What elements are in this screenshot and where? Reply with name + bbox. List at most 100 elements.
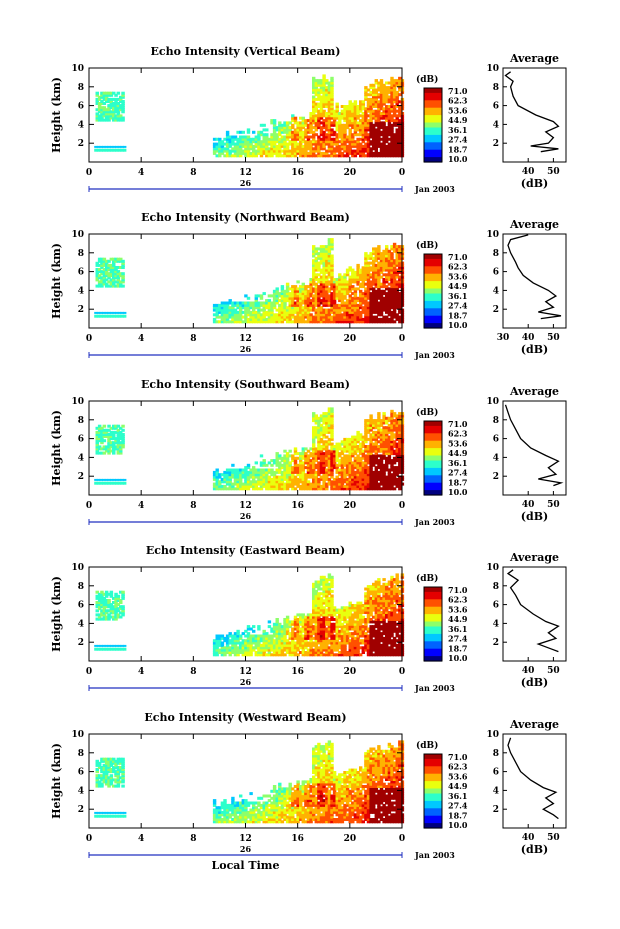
echo-cell	[340, 128, 345, 132]
echo-cell	[325, 95, 329, 99]
echo-cell	[225, 468, 230, 472]
echo-cell	[377, 249, 381, 253]
echo-cell	[374, 88, 378, 92]
echo-cell	[390, 475, 394, 479]
echo-cell	[322, 433, 326, 437]
echo-cell	[379, 423, 384, 427]
echo-cell	[314, 484, 318, 488]
echo-cell	[382, 280, 386, 284]
echo-cell	[102, 617, 107, 621]
echo-cell	[340, 477, 345, 481]
echo-cell	[249, 651, 253, 654]
echo-cell	[228, 468, 232, 472]
echo-cell	[338, 310, 342, 314]
echo-cell	[359, 303, 363, 307]
echo-cell	[249, 643, 253, 647]
echo-cell	[254, 461, 258, 465]
echo-cell	[372, 261, 376, 265]
echo-cell	[385, 266, 389, 270]
echo-cell	[366, 468, 371, 472]
echo-cell	[351, 463, 355, 467]
echo-cell	[338, 482, 342, 486]
echo-cell	[335, 454, 339, 458]
echo-cell	[348, 149, 352, 153]
echo-cell	[319, 268, 324, 272]
echo-cell	[387, 475, 392, 479]
echo-cell	[119, 272, 123, 276]
echo-cell	[343, 296, 347, 300]
echo-cell	[392, 142, 397, 146]
echo-cell	[369, 93, 373, 97]
echo-cell	[330, 280, 334, 284]
echo-cell	[338, 275, 342, 279]
echo-cell	[332, 294, 337, 298]
echo-cell	[301, 468, 305, 472]
echo-cell	[312, 461, 316, 465]
echo-cell	[112, 607, 116, 611]
echo-cell	[314, 249, 318, 253]
echo-cell	[325, 475, 329, 479]
echo-cell	[369, 282, 373, 286]
echo-cell	[345, 280, 350, 284]
echo-cell	[382, 268, 386, 272]
echo-cell	[343, 287, 347, 291]
echo-cell	[332, 317, 337, 321]
echo-cell	[309, 317, 313, 321]
echo-cell	[259, 639, 264, 643]
echo-cell	[345, 484, 350, 488]
echo-cell	[398, 261, 402, 265]
echo-cell	[225, 634, 230, 638]
echo-cell	[343, 442, 347, 446]
echo-cell	[236, 477, 240, 481]
colorbar-segment	[424, 295, 442, 299]
echo-cell	[395, 252, 399, 256]
echo-cell	[301, 285, 305, 289]
echo-cell	[377, 278, 381, 281]
echo-cell	[212, 151, 217, 155]
echo-cell	[296, 466, 300, 470]
echo-cell	[119, 426, 123, 430]
echo-cell	[364, 454, 368, 458]
echo-cell	[327, 81, 332, 85]
echo-cell	[304, 130, 308, 134]
echo-cell	[366, 275, 371, 279]
echo-cell	[377, 256, 381, 260]
echo-cell	[322, 79, 326, 83]
echo-cell	[319, 440, 324, 444]
echo-cell	[107, 118, 111, 122]
echo-cell	[112, 97, 116, 101]
echo-cell	[322, 412, 326, 416]
echo-cell	[390, 480, 394, 484]
echo-cell	[114, 437, 118, 441]
echo-cell	[102, 257, 107, 261]
average-y-label: 4	[493, 453, 499, 463]
echo-cell	[351, 454, 355, 458]
echo-cell	[338, 294, 342, 298]
echo-cell	[283, 142, 287, 146]
echo-cell	[314, 97, 318, 101]
echo-cell	[338, 442, 342, 446]
echo-cell	[306, 320, 311, 324]
echo-cell	[228, 135, 232, 139]
colorbar-label: 71.0	[448, 86, 468, 96]
echo-cell	[104, 428, 109, 432]
echo-cell	[107, 276, 111, 280]
echo-cell	[325, 299, 329, 303]
echo-cell	[369, 482, 373, 486]
echo-cell	[395, 301, 399, 305]
echo-cell	[322, 308, 326, 312]
echo-cell	[236, 144, 240, 148]
echo-cell	[231, 641, 235, 645]
echo-cell	[322, 421, 326, 425]
echo-cell	[285, 484, 290, 488]
echo-cell	[265, 320, 269, 324]
echo-cell	[325, 461, 329, 465]
echo-cell	[353, 303, 358, 307]
echo-cell	[312, 320, 316, 324]
echo-cell	[330, 81, 334, 85]
echo-cell	[348, 480, 352, 484]
echo-cell	[359, 461, 363, 465]
echo-cell	[215, 643, 219, 647]
echo-cell	[236, 142, 240, 146]
echo-cell	[275, 320, 279, 324]
